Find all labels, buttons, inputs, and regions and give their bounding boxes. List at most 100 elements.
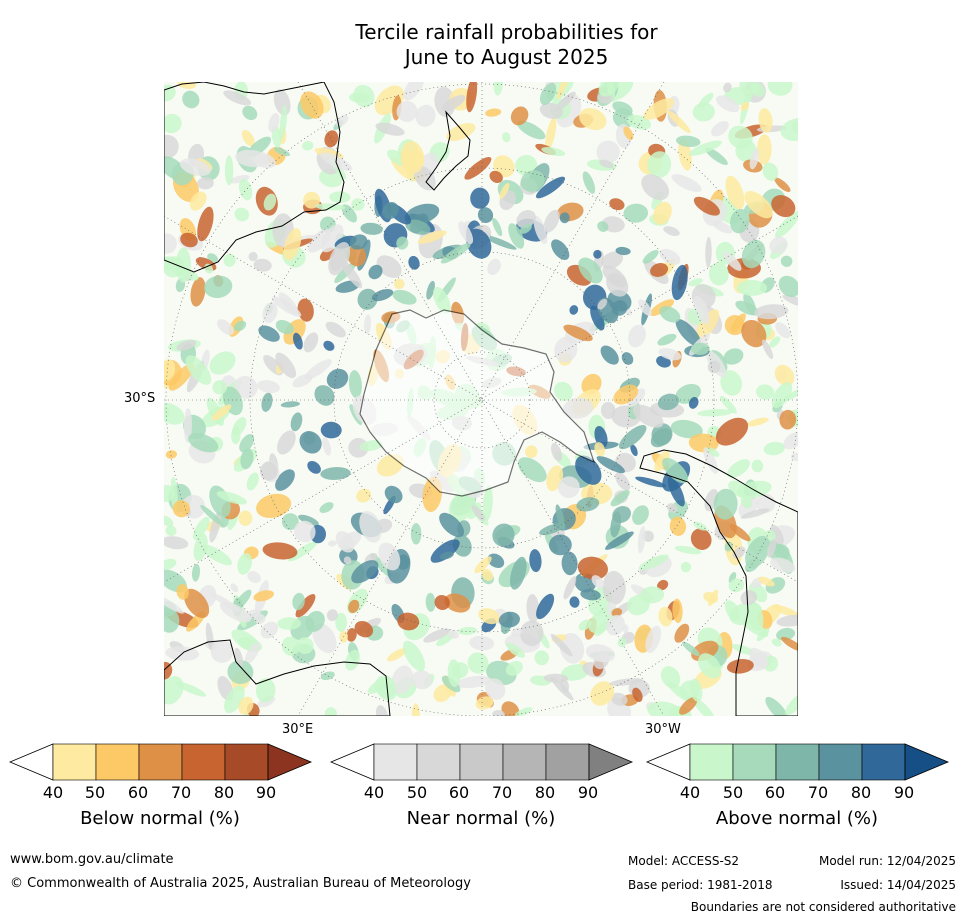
probability-patch [703,591,719,604]
near-tick-50: 50 [406,783,428,802]
probability-patch [767,82,793,96]
probability-patch [776,627,796,641]
probability-patch [632,505,649,525]
probability-patch [164,134,179,159]
probability-patch [692,697,716,716]
probability-patch [632,687,643,702]
probability-patch [750,83,765,97]
probability-patch [348,599,360,614]
probability-patch [257,380,280,394]
probability-patch [397,612,420,631]
probability-patch [326,368,349,389]
map-title: Tercile rainfall probabilities for June … [0,20,965,70]
probability-patch [754,304,789,320]
probability-patch [487,258,501,275]
probability-patch [610,511,622,538]
probability-patch [541,147,566,156]
probability-patch [164,536,189,550]
bom-url-link[interactable]: www.bom.gov.au/climate [10,852,174,867]
probability-patch [320,421,342,439]
probability-patch [514,707,533,716]
near-swatch-3 [459,743,504,781]
probability-patch [569,596,580,608]
probability-patch [324,130,339,148]
probability-patch [400,140,425,174]
probability-patch [638,299,652,316]
probability-patch [318,168,343,188]
probability-patch [679,696,698,715]
near-normal-colorbar [329,743,634,781]
probability-patch [508,223,525,249]
probability-patch [559,632,585,664]
probability-patch [791,452,798,462]
latitude-label: 30°S [124,391,156,406]
probability-patch [618,425,647,450]
probability-patch [324,707,337,716]
probability-patch [653,201,672,225]
probability-patch [722,251,742,271]
below-tick-40: 40 [42,783,64,802]
probability-patch [502,132,511,143]
probability-patch [695,309,720,341]
probability-patch [481,568,494,581]
probability-patch [415,104,436,127]
probability-patch [231,426,241,445]
probability-patch [396,100,418,122]
probability-patch [408,255,420,270]
probability-patch [560,664,590,681]
probability-patch [224,155,234,186]
probability-patch [305,610,325,632]
probability-patch [303,191,321,209]
below-swatch-over [267,743,313,781]
probability-patch [467,652,489,674]
probability-patch [262,302,278,324]
probability-patch [775,211,798,239]
below-normal-label: Below normal (%) [80,808,240,829]
probability-patch [638,554,669,571]
probability-patch [319,502,334,514]
model-run-text: Model run: 12/04/2025 [818,854,956,868]
probability-patch [328,242,351,276]
probability-patch [510,556,527,590]
probability-patch [659,306,681,323]
probability-patch [680,561,692,573]
probability-patch [433,684,452,703]
below-swatch-1 [52,743,97,781]
probability-patch [485,108,502,117]
antarctica-coastline [359,309,595,497]
above-tick-40: 40 [679,783,701,802]
probability-patch [740,101,750,111]
australia-coastline [164,82,345,273]
probability-patch [329,191,351,204]
probability-patch [345,649,361,671]
probability-patch [280,401,300,408]
probability-patch [493,155,515,178]
probability-patch [650,428,672,448]
probability-patch [498,611,520,628]
probability-patch [374,675,396,699]
probability-patch [469,635,495,651]
probability-patch [277,617,302,630]
probability-patch [283,228,302,261]
near-swatch-1 [373,743,418,781]
probability-patch [335,114,349,127]
probability-patch [516,120,546,140]
probability-patch [478,608,500,625]
above-normal-colorbar [645,743,950,781]
probability-patch [238,696,254,715]
probability-patch [602,571,626,605]
probability-patch [780,255,793,267]
probability-patch [210,640,234,663]
probability-patch [626,388,646,408]
probability-patch [433,286,451,314]
probability-patch [600,345,619,365]
probability-patch [335,531,355,553]
probability-patch [230,583,239,593]
probability-patch [487,553,505,569]
probability-patch [740,590,758,606]
probability-patch [458,626,477,635]
probability-patch [615,246,631,256]
probability-patch [447,659,461,687]
probability-patch [543,209,560,233]
probability-patch [674,623,690,643]
